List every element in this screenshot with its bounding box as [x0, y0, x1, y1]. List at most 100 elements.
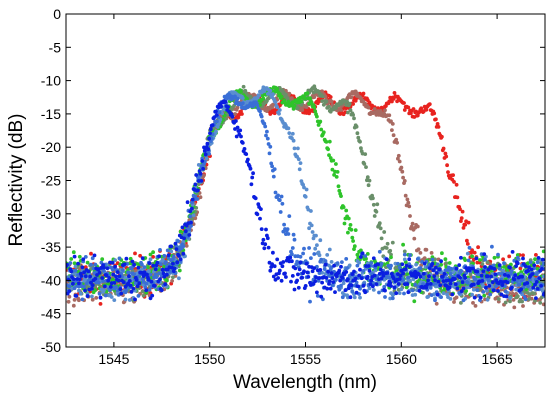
x-tick-label: 1565	[482, 351, 513, 367]
data-point	[464, 289, 468, 293]
data-point	[329, 260, 334, 264]
data-point	[80, 265, 85, 270]
data-point	[337, 268, 342, 273]
data-point	[378, 226, 383, 231]
data-point	[190, 197, 195, 202]
data-point	[344, 257, 349, 261]
data-point	[321, 102, 326, 107]
data-point	[369, 261, 374, 265]
data-point	[346, 277, 350, 282]
data-point	[74, 293, 79, 298]
data-point	[184, 244, 189, 248]
data-point	[318, 238, 323, 243]
data-point	[452, 300, 456, 304]
data-point	[359, 255, 363, 259]
data-point	[272, 167, 277, 172]
data-point	[89, 262, 93, 267]
data-point	[292, 104, 297, 108]
data-point	[429, 293, 434, 297]
data-point	[141, 293, 146, 298]
data-point	[307, 226, 311, 231]
x-axis-label: Wavelength (nm)	[233, 372, 377, 393]
data-point	[289, 279, 293, 284]
data-point	[349, 283, 354, 288]
data-point	[375, 202, 380, 207]
y-tick-label: -40	[41, 272, 61, 288]
x-tick-label: 1550	[194, 351, 225, 367]
data-point	[79, 274, 84, 278]
data-point	[391, 133, 396, 138]
data-point	[73, 268, 78, 273]
data-point	[339, 194, 343, 199]
data-point	[332, 263, 336, 268]
data-point	[466, 258, 471, 263]
data-point	[465, 251, 470, 256]
data-point	[360, 251, 365, 256]
data-point	[406, 200, 411, 205]
data-point	[324, 276, 329, 280]
data-point	[255, 103, 260, 108]
data-point	[461, 286, 466, 291]
data-point	[271, 174, 276, 179]
data-point	[233, 112, 237, 116]
data-point	[73, 264, 78, 269]
data-point	[207, 136, 212, 141]
data-point	[301, 251, 305, 256]
data-point	[541, 261, 545, 266]
data-point	[535, 266, 540, 271]
data-point	[140, 277, 145, 281]
data-point	[467, 245, 472, 250]
data-point	[405, 197, 410, 202]
data-point	[293, 254, 298, 259]
data-point	[286, 126, 291, 131]
data-point	[450, 292, 455, 297]
data-point	[264, 133, 268, 138]
data-point	[317, 253, 322, 258]
data-point	[461, 226, 466, 230]
data-point	[515, 255, 520, 260]
data-point	[490, 280, 495, 285]
data-point	[355, 131, 360, 136]
data-point	[83, 255, 88, 259]
data-point	[141, 280, 146, 284]
data-point	[426, 294, 430, 299]
data-point	[196, 188, 200, 193]
data-point	[163, 282, 168, 287]
data-point	[458, 275, 462, 280]
data-point	[103, 293, 108, 298]
data-point	[406, 275, 411, 280]
data-point	[363, 152, 368, 157]
data-point	[263, 124, 268, 129]
data-point	[210, 123, 215, 127]
data-point	[262, 246, 267, 251]
data-point	[269, 161, 274, 166]
data-point	[402, 257, 407, 262]
data-point	[113, 258, 117, 263]
data-point	[68, 261, 73, 265]
data-point	[466, 220, 471, 225]
data-point	[399, 165, 404, 170]
data-point	[465, 281, 470, 285]
data-point	[368, 282, 373, 286]
data-point	[212, 115, 217, 120]
data-point	[357, 273, 361, 278]
data-point	[199, 179, 204, 183]
data-point	[363, 254, 368, 258]
data-point	[331, 280, 336, 284]
y-tick-label: -15	[41, 106, 61, 122]
data-point	[346, 216, 351, 221]
data-point	[295, 278, 299, 283]
data-point	[345, 266, 349, 270]
data-point	[174, 247, 179, 252]
data-point	[377, 221, 382, 226]
data-point	[108, 284, 113, 289]
data-point	[77, 277, 82, 282]
data-point	[194, 173, 199, 177]
data-point	[161, 271, 166, 276]
data-point	[418, 266, 423, 270]
data-point	[336, 184, 341, 189]
data-point	[326, 269, 330, 274]
data-point	[358, 139, 362, 144]
data-point	[148, 296, 153, 301]
